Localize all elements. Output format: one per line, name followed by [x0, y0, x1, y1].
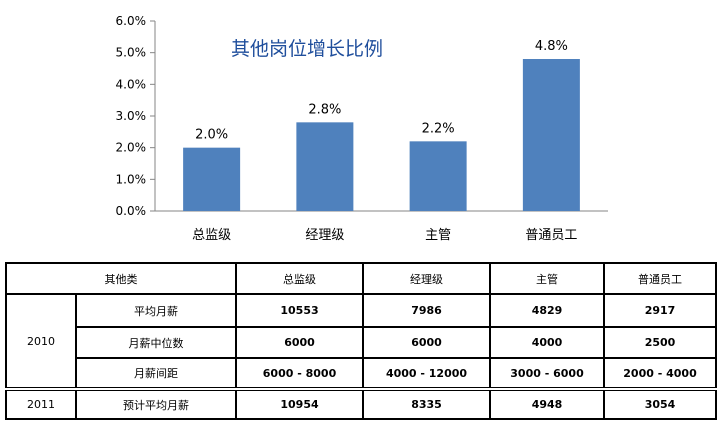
table-cell: 3054 — [603, 387, 717, 420]
year-cell: 2010 — [5, 293, 77, 390]
table-cell: 2500 — [603, 326, 717, 359]
table-cell: 7986 — [362, 293, 491, 328]
table-cell: 6000 — [235, 326, 364, 359]
table-cell: 4948 — [489, 387, 605, 420]
table-cell: 10954 — [235, 387, 364, 420]
table-header-cell: 经理级 — [362, 262, 491, 295]
table-header-cell: 总监级 — [235, 262, 364, 295]
bar — [409, 141, 467, 211]
table-cell: 3000 - 6000 — [489, 357, 605, 390]
table-row: 月薪间距 6000 - 8000 4000 - 12000 3000 - 600… — [6, 357, 717, 390]
table-cell: 10553 — [235, 293, 364, 328]
category-label: 总监级 — [192, 228, 231, 243]
table-cell: 2000 - 4000 — [603, 357, 717, 390]
y-tick-label: 1.0% — [116, 172, 147, 186]
y-tick-label: 5.0% — [116, 46, 147, 60]
table-cell: 2917 — [603, 293, 717, 328]
y-tick-label: 3.0% — [116, 109, 147, 123]
row-label: 月薪间距 — [75, 357, 237, 390]
table-header-row: 其他类 总监级 经理级 主管 普通员工 — [5, 262, 717, 295]
table-header-cell: 主管 — [489, 262, 605, 295]
table-cell: 6000 - 8000 — [235, 357, 364, 390]
bar — [296, 122, 354, 211]
row-label: 平均月薪 — [75, 293, 237, 328]
table-header-cell: 其他类 — [5, 262, 237, 295]
bar-value-label: 4.8% — [535, 39, 568, 54]
bar-value-label: 2.0% — [195, 128, 228, 143]
table-cell: 4000 — [489, 326, 605, 359]
data-labels: 2.0% 2.8% 2.2% 4.8% — [195, 39, 568, 143]
table-cell: 4829 — [489, 293, 605, 328]
bar-value-label: 2.2% — [422, 121, 455, 136]
category-label: 主管 — [425, 228, 451, 243]
y-tick-label: 2.0% — [116, 141, 147, 155]
category-label: 经理级 — [305, 228, 344, 243]
y-tick-label: 4.0% — [116, 77, 147, 91]
row-label: 月薪中位数 — [75, 326, 237, 359]
table-cell: 4000 - 12000 — [362, 357, 491, 390]
chart-title: 其他岗位增长比例 — [231, 38, 383, 60]
bar-series — [183, 59, 580, 211]
table-row: 月薪中位数 6000 6000 4000 2500 — [6, 326, 717, 359]
y-tick-label: 6.0% — [116, 14, 147, 28]
x-axis-categories: 总监级 经理级 主管 普通员工 — [192, 228, 577, 243]
table-cell: 8335 — [362, 387, 491, 420]
table-header-cell: 普通员工 — [603, 262, 717, 295]
row-label: 预计平均月薪 — [75, 387, 237, 420]
bar-value-label: 2.8% — [308, 102, 341, 117]
bar — [522, 59, 580, 211]
y-tick-label: 0.0% — [116, 204, 147, 218]
table-cell: 6000 — [362, 326, 491, 359]
bar — [183, 147, 241, 211]
bar-chart: 0.0% 1.0% 2.0% 3.0% 4.0% 5.0% 6.0% 2.0% 2.8% 2.2… — [116, 14, 608, 243]
table-row: 2011 预计平均月薪 10954 8335 4948 3054 — [5, 387, 717, 420]
salary-table: 其他类 总监级 经理级 主管 普通员工 2010 平均月薪 10553 7986… — [5, 262, 717, 420]
year-cell: 2011 — [5, 387, 77, 420]
y-axis-ticks: 0.0% 1.0% 2.0% 3.0% 4.0% 5.0% 6.0% — [116, 14, 155, 218]
category-label: 普通员工 — [525, 228, 577, 243]
table-row: 2010 平均月薪 10553 7986 4829 2917 — [5, 293, 717, 390]
